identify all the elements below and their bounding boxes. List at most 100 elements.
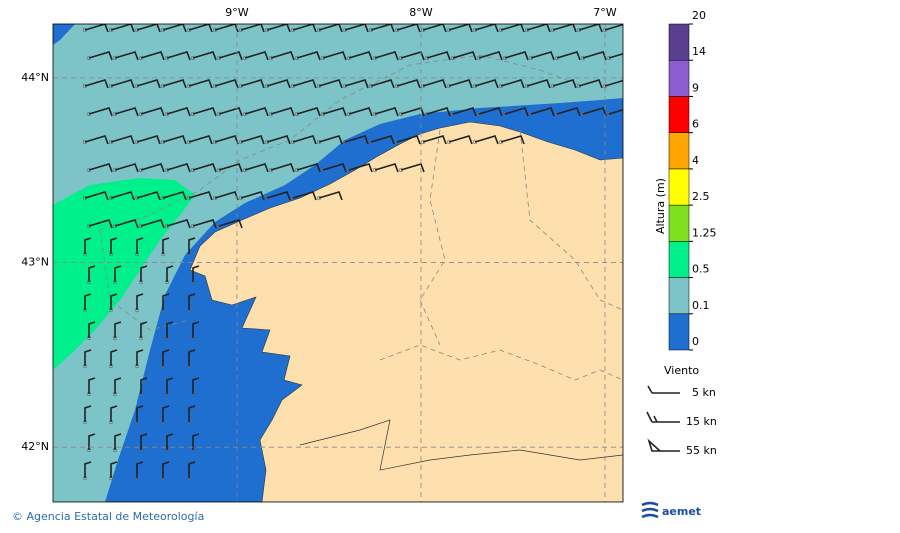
barb (322, 163, 347, 173)
barb (396, 135, 421, 145)
barb (188, 24, 213, 33)
logo: aemet (662, 505, 701, 518)
barb (218, 219, 243, 229)
barb (166, 433, 174, 450)
barb (140, 321, 148, 338)
barb (136, 237, 144, 254)
barb (114, 51, 139, 61)
barb (344, 135, 369, 145)
barb (136, 79, 161, 89)
barb (110, 135, 135, 145)
barb (136, 135, 161, 145)
lat-label: 42°N (21, 440, 49, 453)
barb (166, 219, 191, 229)
barb (188, 191, 213, 201)
legend-item: 55 kn (686, 444, 717, 457)
barb (452, 107, 477, 117)
barb (192, 163, 217, 173)
barb (114, 265, 122, 282)
lon-label: 8°W (409, 6, 432, 19)
barb (188, 405, 196, 422)
barb (88, 433, 96, 450)
barb (110, 461, 118, 478)
barb (218, 163, 243, 173)
colorbar-label: 9 (692, 81, 699, 94)
map-frame (52, 23, 624, 503)
barb (162, 461, 170, 478)
lon-label: 9°W (225, 6, 248, 19)
barb (552, 79, 577, 89)
credit: © Agencia Estatal de Meteorología (12, 510, 204, 523)
barb (136, 461, 144, 478)
barb (88, 265, 96, 282)
barb (166, 265, 174, 282)
lat-label: 43°N (21, 256, 49, 269)
colorbar-segment (668, 313, 690, 351)
barb (136, 349, 144, 366)
border (299, 419, 623, 471)
barb (578, 79, 603, 89)
colorbar-segment (668, 96, 690, 133)
barb (188, 237, 196, 254)
barb (322, 51, 347, 61)
barb (84, 191, 109, 201)
barb (140, 265, 148, 282)
barb (348, 107, 373, 117)
barb (136, 405, 144, 422)
maritime-zone (99, 54, 581, 331)
barb (162, 405, 170, 422)
barb (110, 79, 135, 89)
barb (266, 24, 291, 33)
colorbar-segment (668, 168, 690, 206)
land (189, 121, 623, 502)
barb (84, 405, 92, 422)
barb (192, 219, 217, 229)
barb-icon (647, 438, 680, 452)
legend-item: 5 kn (692, 386, 716, 399)
barb (110, 349, 118, 366)
barb (292, 135, 317, 145)
barb (556, 51, 581, 61)
barb (608, 52, 623, 59)
barb (84, 135, 109, 145)
barb (136, 293, 144, 310)
lon-label: 7°W (593, 6, 616, 19)
barb (114, 163, 139, 173)
barb (504, 51, 529, 61)
barb (192, 51, 217, 61)
barb (604, 79, 623, 87)
barb (448, 79, 473, 89)
colorbar-segment (668, 204, 690, 242)
barb (478, 51, 503, 61)
colorbar-label: 4 (692, 154, 699, 167)
barb (88, 51, 113, 61)
barb (422, 79, 447, 89)
colorbar-label: 0 (692, 335, 699, 348)
barb (162, 237, 170, 254)
barb (218, 107, 243, 117)
colorbar-segment (668, 59, 690, 97)
barb (84, 293, 92, 310)
swell-zone (53, 178, 195, 370)
barb (84, 349, 92, 366)
colorbar-segment (668, 241, 690, 278)
province-border (379, 344, 623, 381)
colorbar-title: Altura (m) (654, 178, 667, 234)
barb (192, 107, 217, 117)
barb (192, 321, 200, 338)
barb (526, 24, 551, 33)
lat-label: 44°N (21, 71, 49, 84)
barb (370, 79, 395, 89)
barb (292, 24, 317, 33)
barb (344, 24, 369, 33)
barb (162, 293, 170, 310)
barb (426, 51, 451, 61)
barb (162, 191, 187, 201)
barb (88, 321, 96, 338)
barb (140, 163, 165, 173)
barb (474, 24, 499, 33)
barb (88, 107, 113, 117)
barb (162, 135, 187, 145)
barb (474, 135, 499, 145)
